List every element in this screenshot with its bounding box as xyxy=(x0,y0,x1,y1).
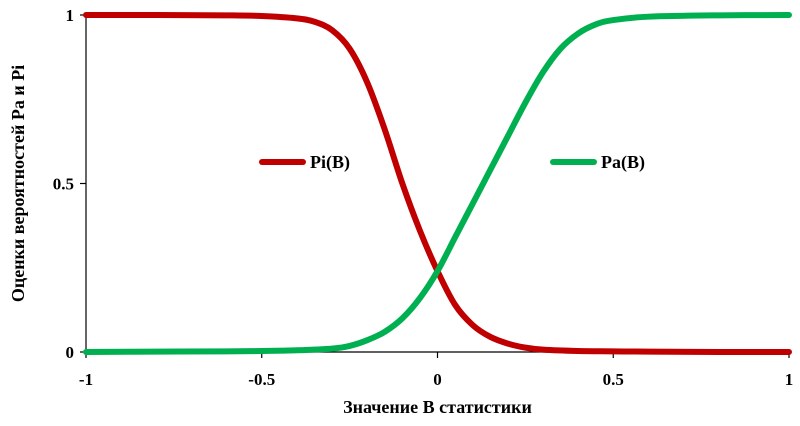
axes: -1 -0.5 0 0.5 1 0 0.5 1 xyxy=(53,6,794,389)
legend-label-pi: Pi(B) xyxy=(310,152,350,173)
y-axis-title: Оценки вероятностей Pa и Pi xyxy=(8,65,28,302)
x-tick-label: 1 xyxy=(785,370,794,389)
x-tick-label: 0 xyxy=(433,370,442,389)
series-line-pa xyxy=(83,12,792,355)
y-tick-label: 0.5 xyxy=(53,175,74,194)
series-group xyxy=(83,11,792,356)
x-tick-label: -0.5 xyxy=(248,370,275,389)
legend: Pi(B) Pa(B) xyxy=(259,152,645,173)
x-axis-title: Значение B статистики xyxy=(343,397,532,417)
y-tick-label: 0 xyxy=(66,343,75,362)
legend-label-pa: Pa(B) xyxy=(601,152,645,173)
series-line-pi xyxy=(83,11,792,356)
y-tick-label: 1 xyxy=(66,6,75,25)
x-tick-label: -1 xyxy=(79,370,93,389)
x-tick-label: 0.5 xyxy=(603,370,624,389)
